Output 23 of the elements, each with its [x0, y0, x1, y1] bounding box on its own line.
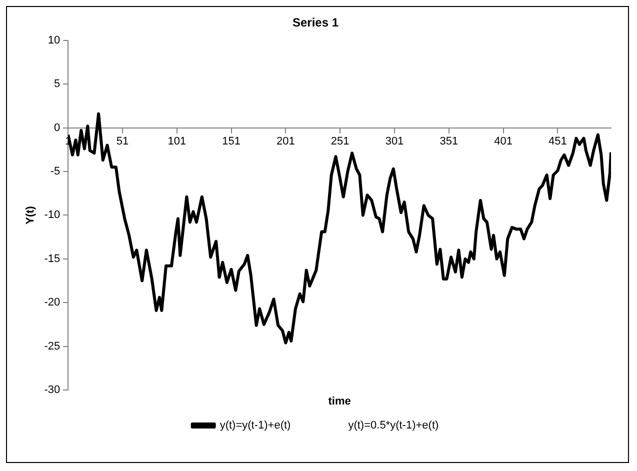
x-tick-label: 351 [440, 135, 458, 148]
y-tick-label: -10 [44, 209, 60, 222]
text: y(t)=0.5*y(t-1)+e(t) [348, 420, 439, 432]
x-tick-label: 51 [116, 135, 129, 148]
x-tick-label: 301 [385, 135, 404, 148]
y-axis-title: Y(t) [24, 206, 37, 224]
y-tick-label: 5 [54, 78, 60, 90]
x-tick-label: 401 [494, 135, 512, 148]
x-tick-label: 201 [276, 135, 295, 148]
x-tick-label: 101 [168, 135, 186, 148]
x-axis-title: time [328, 396, 351, 408]
y-tick-label: -25 [44, 340, 60, 352]
y-tick-label: -5 [50, 166, 60, 178]
x-tick-label: 451 [548, 135, 567, 148]
y-tick-label: 0 [54, 122, 60, 134]
y-tick-label: -20 [44, 296, 60, 309]
legend-label: y(t)=y(t-1)+e(t) [220, 420, 291, 432]
y-tick-label: -30 [44, 384, 60, 396]
chart-title: Series 1 [292, 16, 339, 30]
y-tick-label: -15 [44, 252, 60, 265]
y-tick-label: 10 [48, 34, 60, 46]
x-tick-label: 251 [330, 135, 350, 148]
x-tick-label: 151 [222, 135, 240, 148]
